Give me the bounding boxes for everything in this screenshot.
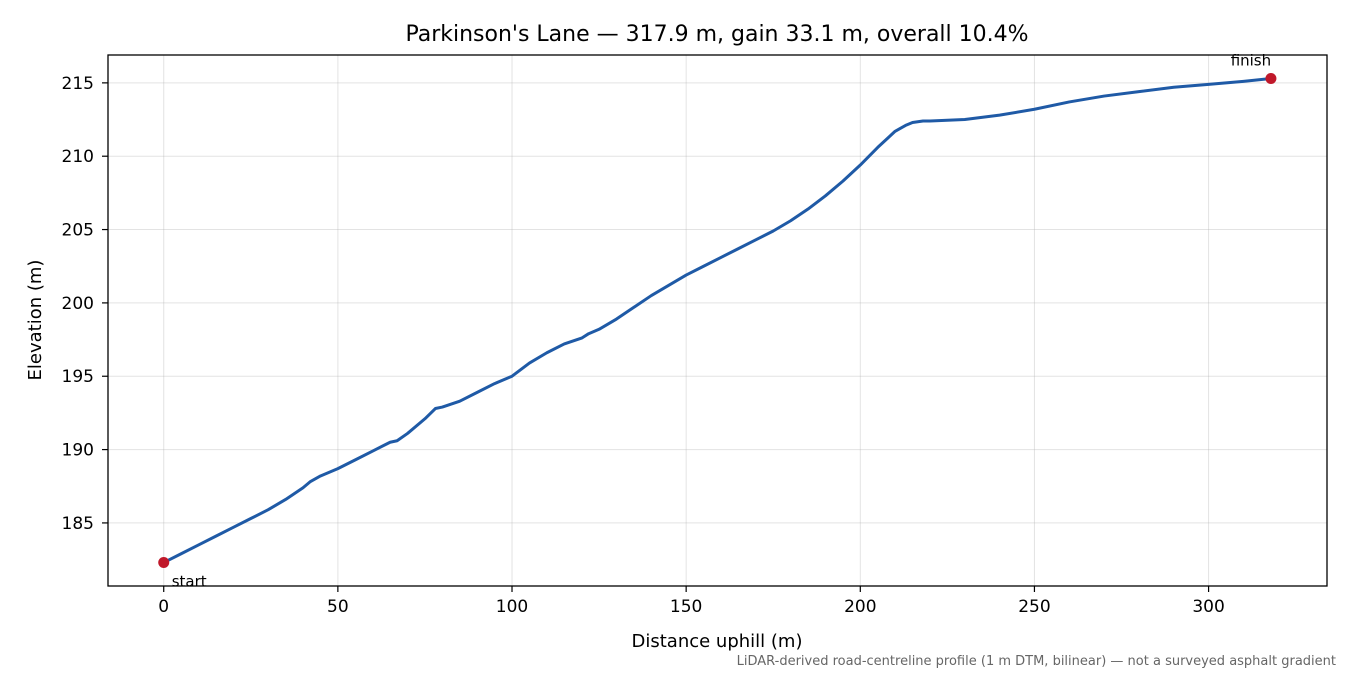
x-axis-label: Distance uphill (m) [632, 631, 803, 652]
finish-label: finish [1231, 51, 1271, 69]
start-marker [158, 557, 170, 569]
elevation-profile-line [162, 76, 1273, 565]
x-tick-label-50: 50 [327, 597, 349, 617]
axis-ticks: 0 50 100 150 200 250 300 185 190 195 200 205 210 215 [62, 74, 1225, 617]
x-tick-label-200: 200 [844, 597, 876, 617]
y-tick-label-200: 200 [62, 294, 94, 314]
y-tick-label-190: 190 [62, 441, 94, 461]
y-tick-label-185: 185 [62, 514, 94, 534]
y-tick-label-215: 215 [62, 74, 94, 94]
chart-title: Parkinson's Lane — 317.9 m, gain 33.1 m,… [405, 22, 1028, 47]
finish-marker [1265, 72, 1277, 84]
y-tick-label-195: 195 [62, 367, 94, 387]
x-tick-label-250: 250 [1018, 597, 1050, 617]
endpoint-markers: start finish [158, 51, 1277, 591]
x-tick-label-100: 100 [496, 597, 528, 617]
y-axis-label: Elevation (m) [25, 260, 46, 381]
chart-caption: LiDAR-derived road-centreline profile (1… [737, 654, 1336, 669]
y-tick-label-210: 210 [62, 147, 94, 167]
x-tick-label-150: 150 [670, 597, 702, 617]
x-tick-label-300: 300 [1192, 597, 1224, 617]
y-tick-label-205: 205 [62, 221, 94, 241]
gridlines [108, 55, 1327, 586]
plot-frame [107, 54, 1328, 587]
x-tick-label-0: 0 [158, 597, 169, 617]
start-label: start [172, 573, 207, 591]
